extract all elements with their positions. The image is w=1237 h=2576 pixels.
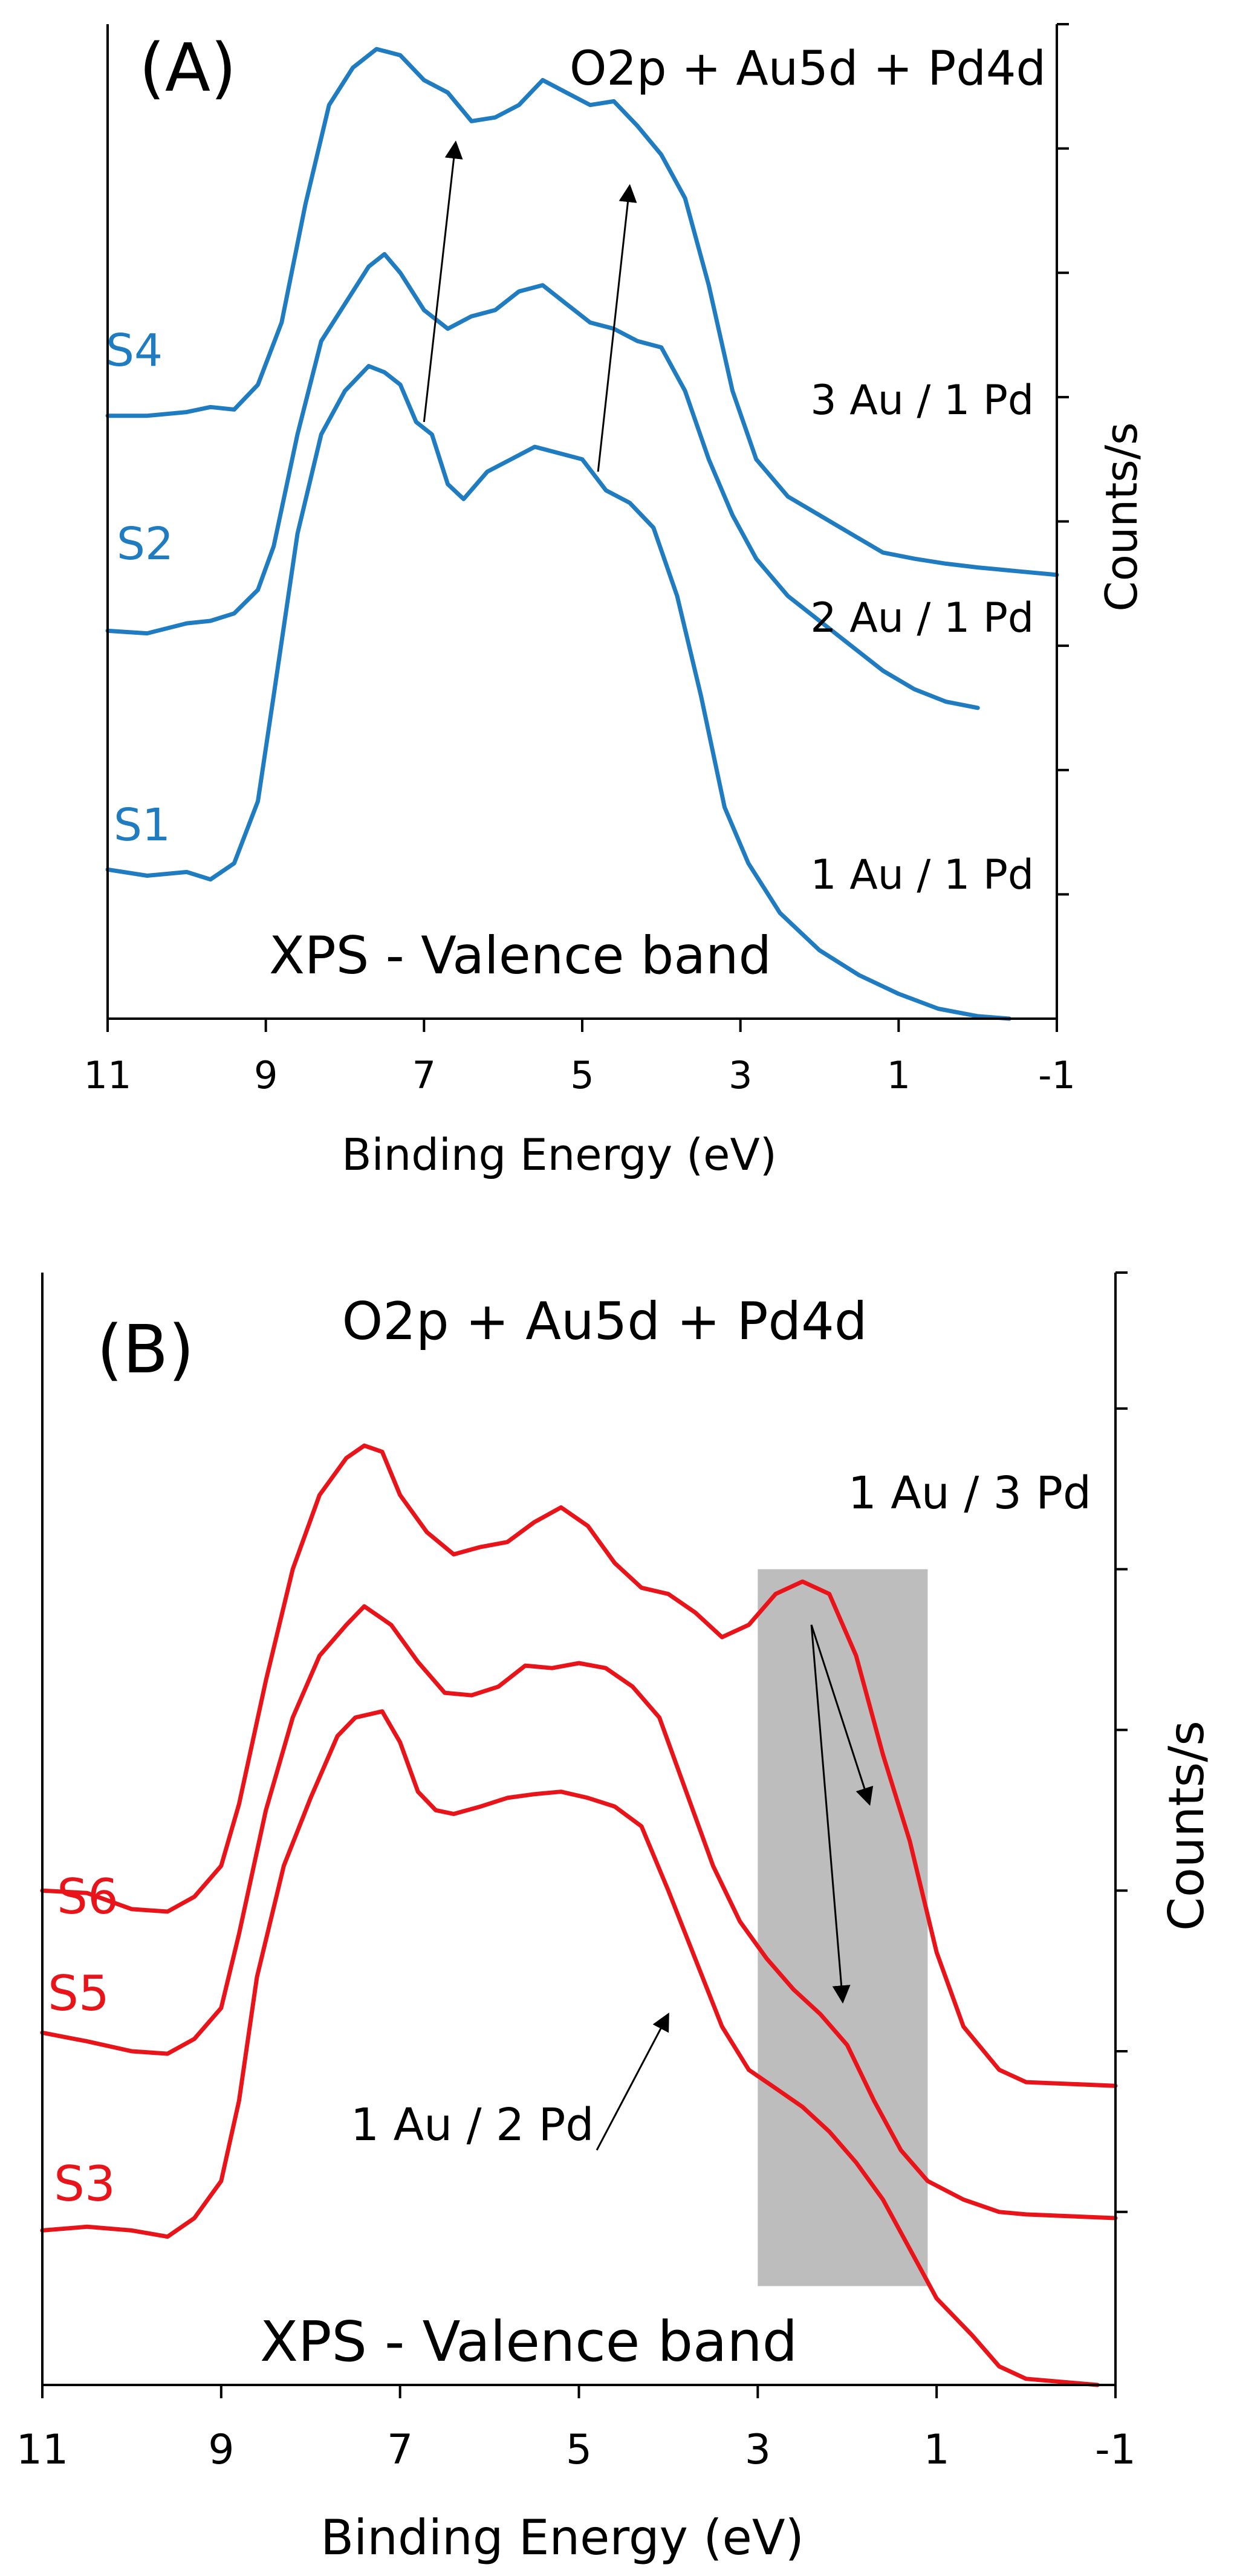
panel-a-ratio-s4: 3 Au / 1 Pd bbox=[810, 377, 1034, 424]
panel-a-axes: 11 9 7 5 3 1 -1 bbox=[84, 23, 1076, 1097]
annotation-arrow bbox=[596, 2013, 669, 2151]
panel-b-xlabel: Binding Energy (eV) bbox=[320, 2509, 804, 2566]
x-tick-label: 11 bbox=[84, 1053, 132, 1097]
panel-b-annotation: XPS - Valence band bbox=[260, 2309, 797, 2374]
series-label-s6: S6 bbox=[57, 1869, 119, 1925]
panel-b-highlight bbox=[758, 1569, 928, 2286]
x-tick-label: 9 bbox=[208, 2426, 234, 2474]
series-line-s5 bbox=[40, 1604, 1118, 2221]
panel-b-ratio-bottom: 1 Au / 2 Pd bbox=[351, 2099, 594, 2151]
annotation-arrow bbox=[597, 184, 637, 472]
annotation-arrow bbox=[423, 140, 463, 423]
x-tick-label: 1 bbox=[924, 2426, 950, 2474]
panel-b-series bbox=[40, 1443, 1118, 2387]
x-tick-label: 5 bbox=[570, 1053, 594, 1097]
panel-a-annotation: XPS - Valence band bbox=[269, 926, 771, 986]
panel-a: 11 9 7 5 3 1 -1 S1 S2 S4 (A) O2p + Au5d + Pd4d X… bbox=[84, 23, 1147, 1180]
annotation-arrow bbox=[810, 1624, 874, 1806]
panel-b-ratio-top: 1 Au / 3 Pd bbox=[848, 1467, 1091, 1519]
series-line-s4 bbox=[105, 47, 1059, 577]
panel-b-axes: 11 9 7 5 3 1 -1 bbox=[16, 1271, 1136, 2474]
panel-a-arrows bbox=[423, 140, 637, 472]
x-tick-label: 7 bbox=[412, 1053, 436, 1097]
panel-b-header: O2p + Au5d + Pd4d bbox=[342, 1291, 868, 1352]
x-tick-label: 3 bbox=[729, 1053, 752, 1097]
series-line-s6 bbox=[40, 1443, 1118, 2088]
annotation-arrow bbox=[810, 1624, 851, 2004]
x-tick-label: 7 bbox=[387, 2426, 413, 2474]
panel-a-label: (A) bbox=[139, 29, 236, 106]
series-line-s3 bbox=[40, 1709, 1100, 2387]
panel-a-series-labels: S1 S2 S4 bbox=[106, 325, 174, 851]
series-label-s1: S1 bbox=[114, 799, 170, 851]
x-tick-label: 1 bbox=[887, 1053, 911, 1097]
panel-b: 11 9 7 5 3 1 -1 S3 S5 S6 (B) O2p + Au5d + Pd4d X… bbox=[16, 1271, 1215, 2566]
x-tick-label: 9 bbox=[254, 1053, 278, 1097]
panel-a-ylabel: Counts/s bbox=[1096, 422, 1147, 611]
panel-a-header: O2p + Au5d + Pd4d bbox=[570, 42, 1046, 96]
series-label-s2: S2 bbox=[117, 518, 174, 570]
x-tick-label: 3 bbox=[745, 2426, 771, 2474]
x-tick-label: -1 bbox=[1038, 1053, 1076, 1097]
series-line-s2 bbox=[105, 251, 980, 710]
series-label-s5: S5 bbox=[48, 1965, 109, 2022]
panel-a-xlabel: Binding Energy (eV) bbox=[342, 1129, 777, 1180]
panel-a-series bbox=[105, 47, 1059, 1021]
panel-a-ratio-s2: 2 Au / 1 Pd bbox=[810, 594, 1034, 642]
panel-a-ratio-s1: 1 Au / 1 Pd bbox=[810, 851, 1034, 899]
series-label-s4: S4 bbox=[106, 325, 163, 377]
panel-b-series-labels: S3 S5 S6 bbox=[48, 1869, 119, 2212]
x-tick-label: 11 bbox=[16, 2426, 69, 2474]
panel-b-ylabel: Counts/s bbox=[1158, 1721, 1215, 1931]
panel-b-arrows bbox=[596, 1624, 874, 2151]
series-label-s3: S3 bbox=[54, 2156, 115, 2212]
series-line-s1 bbox=[105, 364, 1011, 1021]
x-tick-label: -1 bbox=[1095, 2426, 1136, 2474]
panel-b-label: (B) bbox=[97, 1311, 194, 1388]
x-tick-label: 5 bbox=[566, 2426, 592, 2474]
